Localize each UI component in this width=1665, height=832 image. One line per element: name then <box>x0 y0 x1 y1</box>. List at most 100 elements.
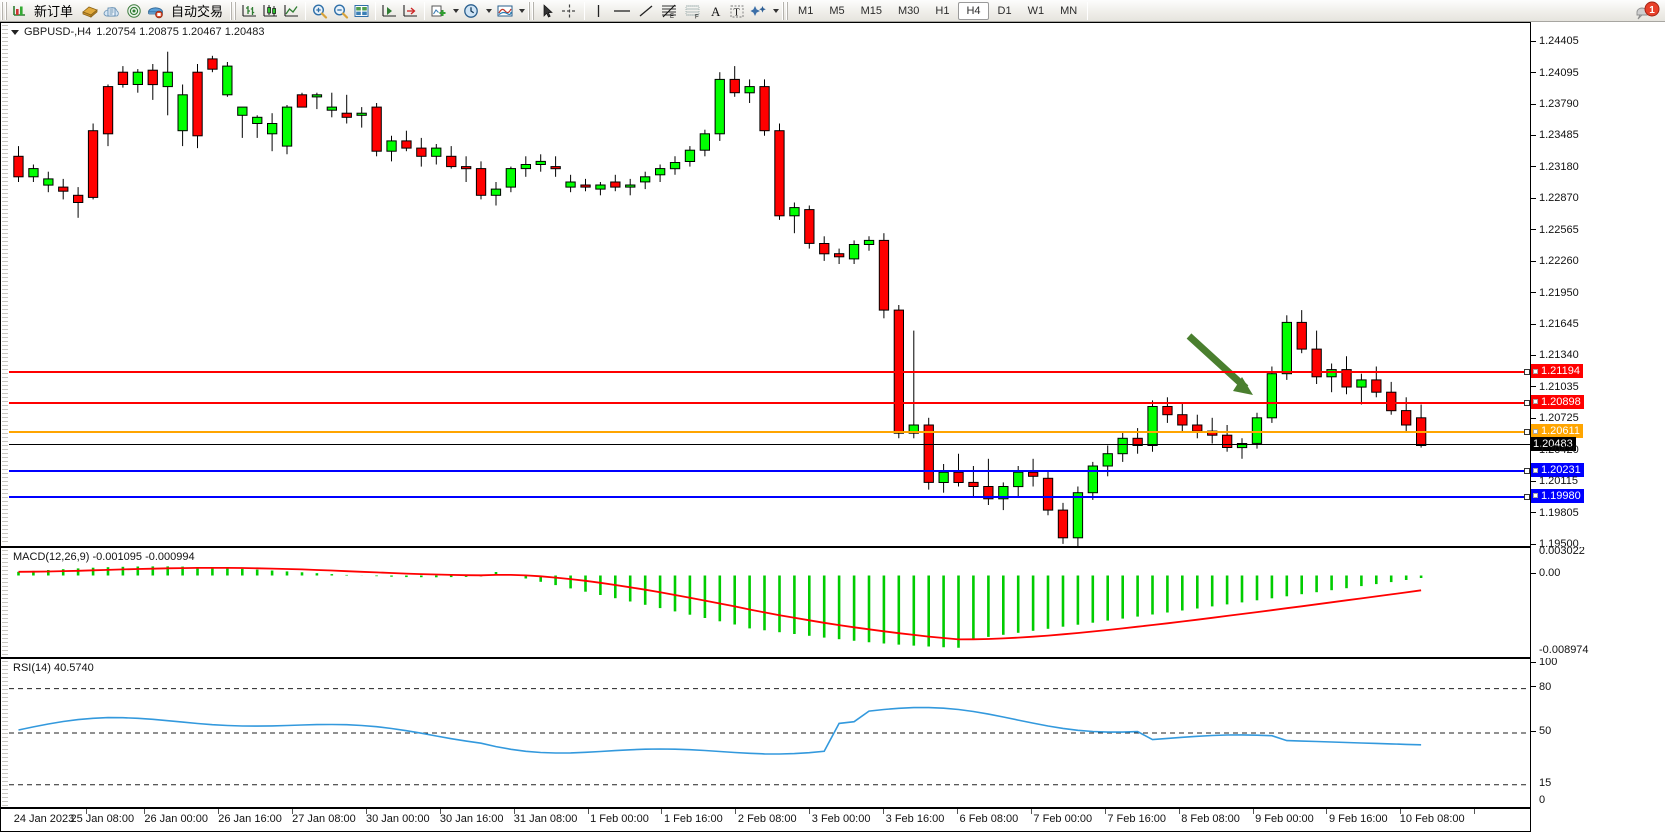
down-arrow[interactable] <box>1186 333 1253 395</box>
price-label-resistance-1[interactable]: 1.21194 <box>1531 364 1583 379</box>
tile-windows-icon[interactable] <box>351 1 372 21</box>
price-label-resistance-2[interactable]: 1.20898 <box>1531 394 1584 409</box>
price-line-anchor[interactable] <box>1524 429 1530 436</box>
price-line-support-2[interactable] <box>9 493 1530 500</box>
macd-scale[interactable]: 0.003022 0.00 -0.008974 <box>1531 547 1665 658</box>
price-line-support-1[interactable] <box>9 468 1530 475</box>
cursor-icon[interactable] <box>537 1 558 21</box>
time-tick-label: 30 Jan 16:00 <box>439 813 504 825</box>
price-tick: 1.22565 <box>1531 224 1579 236</box>
data-window-icon[interactable] <box>101 1 123 21</box>
alert-notification-icon[interactable]: 1 <box>1633 1 1663 21</box>
fibonacci-icon[interactable]: E <box>657 1 681 21</box>
price-line-anchor[interactable] <box>1524 493 1530 500</box>
auto-trading-button[interactable]: 自动交易 <box>145 1 229 21</box>
price-plot-area[interactable] <box>9 23 1530 546</box>
signals-icon[interactable] <box>123 1 145 21</box>
time-tick-label: 3 Feb 16:00 <box>885 813 945 825</box>
price-tick: 1.21645 <box>1531 318 1579 330</box>
price-label-support-1[interactable]: 1.20231 <box>1531 463 1584 478</box>
price-label-pivot[interactable]: 1.20611 <box>1531 424 1583 439</box>
channel-icon[interactable]: F <box>681 1 705 21</box>
price-pane-grip[interactable] <box>2 24 8 545</box>
price-tick: 1.23485 <box>1531 129 1579 141</box>
price-tick: 1.23180 <box>1531 161 1579 173</box>
price-label-support-2[interactable]: 1.19980 <box>1531 488 1584 503</box>
zoom-in-icon[interactable] <box>309 1 330 21</box>
price-tick: 1.19805 <box>1531 507 1579 519</box>
time-tick-separator <box>365 809 367 814</box>
rsi-pane-grip[interactable] <box>2 660 8 806</box>
text-icon[interactable]: A <box>705 1 726 21</box>
time-tick-label: 8 Feb 08:00 <box>1181 813 1240 825</box>
macd-pane-grip[interactable] <box>2 549 8 656</box>
rsi-tick: 80 <box>1531 681 1551 693</box>
trendline-icon[interactable] <box>635 1 657 21</box>
candlestick-chart-icon[interactable] <box>260 1 281 21</box>
time-axis-pane[interactable]: 24 Jan 2023 25 Jan 08:00 26 Jan 00:00 26 Ja… <box>0 808 1531 832</box>
indicators-icon[interactable] <box>428 1 461 21</box>
price-line-pivot[interactable] <box>9 429 1530 436</box>
price-tick: 1.20115 <box>1531 475 1578 487</box>
price-line-resistance-1[interactable] <box>9 369 1530 376</box>
toolbar-grip-2[interactable] <box>230 1 238 20</box>
price-tick: 1.19500 <box>1531 538 1579 547</box>
timeframe-mn[interactable]: MN <box>1060 4 1078 17</box>
toolbar-grip-3[interactable] <box>528 1 536 20</box>
rsi-scale[interactable]: 100 80 50 15 0 <box>1531 658 1665 808</box>
chevron-down-icon-2[interactable] <box>486 8 493 13</box>
vertical-line-icon[interactable] <box>588 1 609 21</box>
timeframe-w1[interactable]: W1 <box>1027 4 1045 17</box>
annotation-layer <box>1186 333 1253 395</box>
time-tick-separator <box>218 809 220 814</box>
chevron-down-icon-3[interactable] <box>519 8 526 13</box>
line-chart-icon[interactable] <box>281 1 302 21</box>
toolbar-grip[interactable] <box>1 1 8 20</box>
expert-advisors-icon[interactable] <box>79 1 101 21</box>
toolbar-grip-4[interactable] <box>782 1 790 20</box>
time-tick-separator <box>86 809 87 814</box>
periods-icon[interactable] <box>461 1 494 21</box>
macd-plot-area[interactable] <box>9 548 1530 657</box>
rsi-pane[interactable]: RSI(14) 40.5740 <box>0 658 1531 808</box>
chevron-down-icon-4[interactable] <box>773 8 780 13</box>
scroll-end-icon[interactable] <box>379 1 400 21</box>
time-tick-separator <box>735 809 737 814</box>
macd-pane[interactable]: MACD(12,26,9) -0.001095 -0.000994 <box>0 547 1531 658</box>
crosshair-icon[interactable] <box>558 1 581 21</box>
new-order-button[interactable]: 新订单 <box>10 1 79 21</box>
time-tick-label: 31 Jan 08:00 <box>513 813 578 825</box>
zoom-out-icon[interactable] <box>330 1 351 21</box>
price-line-resistance-2[interactable] <box>9 399 1530 406</box>
price-line-anchor[interactable] <box>1524 468 1530 475</box>
timeframe-m1[interactable]: M1 <box>798 4 814 17</box>
time-tick-separator <box>1104 809 1106 814</box>
price-line-anchor[interactable] <box>1524 369 1530 376</box>
timeframe-d1[interactable]: D1 <box>997 4 1012 17</box>
shapes-icon[interactable] <box>748 1 781 21</box>
price-label-last-price[interactable]: 1.20483 <box>1531 437 1576 452</box>
alert-count: 1 <box>1649 5 1655 16</box>
price-line-last-price[interactable] <box>9 444 1530 446</box>
rsi-plot-area[interactable] <box>9 659 1530 807</box>
text-label-icon[interactable]: T <box>726 1 748 21</box>
rsi-tick: 15 <box>1539 776 1552 789</box>
rsi-series <box>9 688 1530 786</box>
timeframe-h1[interactable]: H1 <box>935 4 950 17</box>
chevron-down-icon[interactable] <box>453 8 460 13</box>
timeframe-h4[interactable]: H4 <box>958 1 989 20</box>
price-pane[interactable]: GBPUSD-,H4 1.20754 1.20875 1.20467 1.204… <box>0 22 1531 547</box>
timeframe-m30[interactable]: M30 <box>898 4 920 17</box>
price-tick: 1.24405 <box>1531 35 1579 47</box>
timeframe-m5[interactable]: M5 <box>829 4 845 17</box>
chart-menu-caret-icon[interactable] <box>11 29 19 35</box>
price-scale[interactable]: 1.21194 1.20898 1.20611 1.20483 1.20231 1.199… <box>1531 22 1665 547</box>
time-tick-separator <box>1030 809 1032 814</box>
price-line-anchor[interactable] <box>1524 399 1530 406</box>
price-tick: 1.22260 <box>1531 255 1579 267</box>
templates-icon[interactable] <box>494 1 527 21</box>
horizontal-line-icon[interactable] <box>609 1 635 21</box>
timeframe-m15[interactable]: M15 <box>860 4 882 17</box>
bar-chart-icon[interactable] <box>239 1 260 21</box>
shift-end-icon[interactable] <box>400 1 421 21</box>
